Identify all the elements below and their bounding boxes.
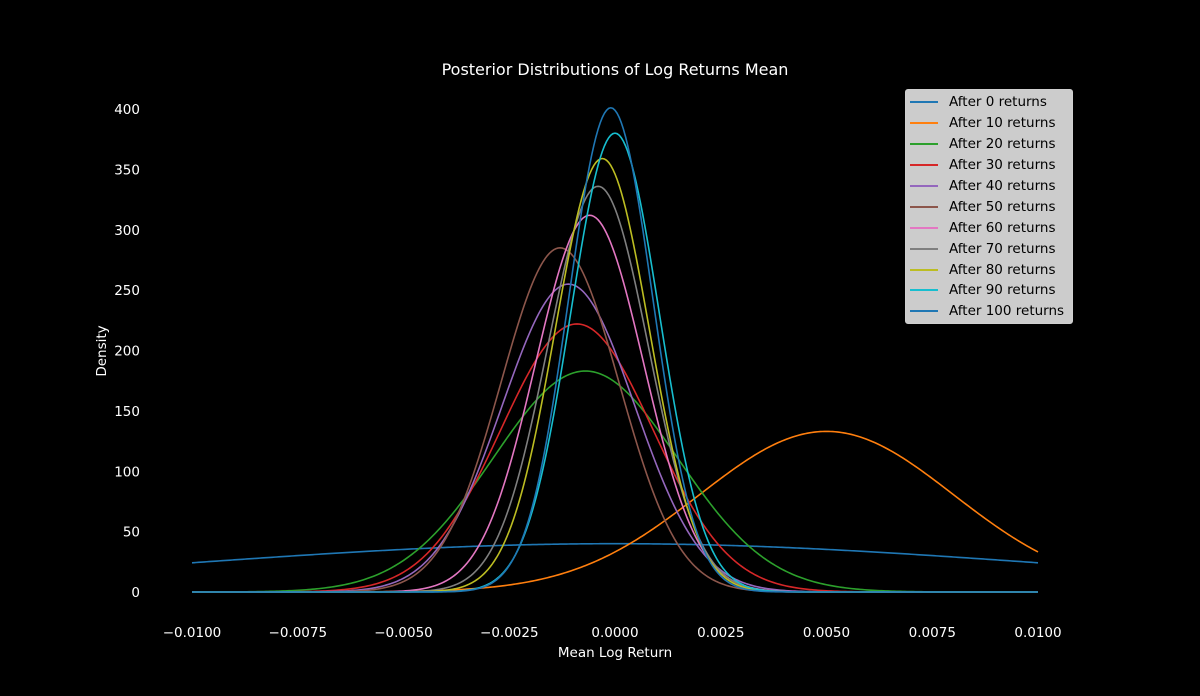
- legend-entry: After 100 returns: [906, 301, 1072, 322]
- legend-entry: After 60 returns: [906, 217, 1072, 238]
- series-line-2: [191, 370, 1038, 593]
- y-axis-ticks: 0 50 100 150 200 250 300 350 400: [114, 102, 140, 601]
- chart-title: Posterior Distributions of Log Returns M…: [442, 60, 789, 79]
- legend-entry: After 40 returns: [906, 176, 1072, 197]
- legend-label: After 10 returns: [949, 115, 1056, 132]
- y-tick-label: 350: [114, 162, 140, 178]
- y-tick-label: 200: [114, 344, 140, 360]
- legend-label: After 30 returns: [949, 157, 1056, 174]
- legend-label: After 100 returns: [949, 303, 1065, 320]
- x-tick-label: 0.0100: [1014, 625, 1061, 641]
- legend-swatch: [910, 185, 938, 187]
- legend-entry: After 70 returns: [906, 238, 1072, 259]
- x-axis-ticks: −0.0100 −0.0075 −0.0050 −0.0025 0.0000 0.0025…: [163, 625, 1062, 641]
- x-tick-label: 0.0050: [803, 625, 850, 641]
- y-tick-label: 300: [114, 223, 140, 239]
- legend-label: After 40 returns: [949, 178, 1056, 194]
- legend-label: After 90 returns: [949, 282, 1056, 299]
- legend-label: After 60 returns: [949, 219, 1056, 236]
- chart-legend: After 0 returns After 10 returns After 20 …: [905, 89, 1073, 324]
- legend-entry: After 10 returns: [906, 113, 1072, 134]
- series-line-0: [191, 542, 1039, 564]
- y-tick-label: 250: [114, 283, 140, 299]
- legend-swatch: [910, 289, 938, 292]
- y-tick-label: 0: [131, 585, 140, 601]
- x-tick-label: −0.0050: [374, 625, 433, 641]
- series-line-10: [192, 106, 1038, 593]
- x-tick-label: −0.0025: [480, 625, 539, 641]
- legend-swatch: [910, 205, 938, 208]
- legend-swatch: [910, 226, 938, 229]
- y-tick-label: 50: [123, 525, 140, 541]
- legend-entry: After 20 returns: [906, 134, 1072, 155]
- legend-entry: After 30 returns: [906, 155, 1072, 176]
- legend-swatch: [910, 247, 938, 250]
- y-axis-label: Density: [94, 325, 110, 376]
- legend-label: After 20 returns: [949, 136, 1056, 153]
- x-tick-label: 0.0075: [909, 625, 956, 641]
- x-axis-label: Mean Log Return: [558, 645, 672, 661]
- y-tick-label: 150: [114, 404, 140, 420]
- legend-label: After 70 returns: [949, 240, 1056, 257]
- legend-swatch: [910, 268, 938, 271]
- x-tick-label: 0.0025: [697, 625, 744, 641]
- legend-label: After 80 returns: [949, 261, 1056, 278]
- series-line-1: [192, 430, 1039, 593]
- legend-entry: After 0 returns: [906, 92, 1072, 113]
- legend-swatch: [910, 164, 938, 167]
- legend-swatch: [910, 143, 938, 146]
- legend-swatch: [910, 310, 938, 313]
- legend-swatch: [910, 122, 938, 125]
- series-lines: [191, 106, 1039, 593]
- legend-label: After 0 returns: [949, 94, 1047, 111]
- legend-entry: After 50 returns: [906, 196, 1072, 217]
- x-tick-label: −0.0075: [269, 625, 328, 641]
- series-line-4: [192, 283, 1038, 593]
- y-tick-label: 400: [114, 102, 140, 118]
- legend-label: After 50 returns: [949, 198, 1056, 215]
- x-tick-label: −0.0100: [163, 625, 222, 641]
- y-tick-label: 100: [114, 464, 140, 480]
- legend-entry: After 90 returns: [906, 280, 1072, 301]
- legend-swatch: [910, 101, 938, 104]
- legend-entry: After 80 returns: [906, 259, 1072, 280]
- x-tick-label: 0.0000: [591, 625, 638, 641]
